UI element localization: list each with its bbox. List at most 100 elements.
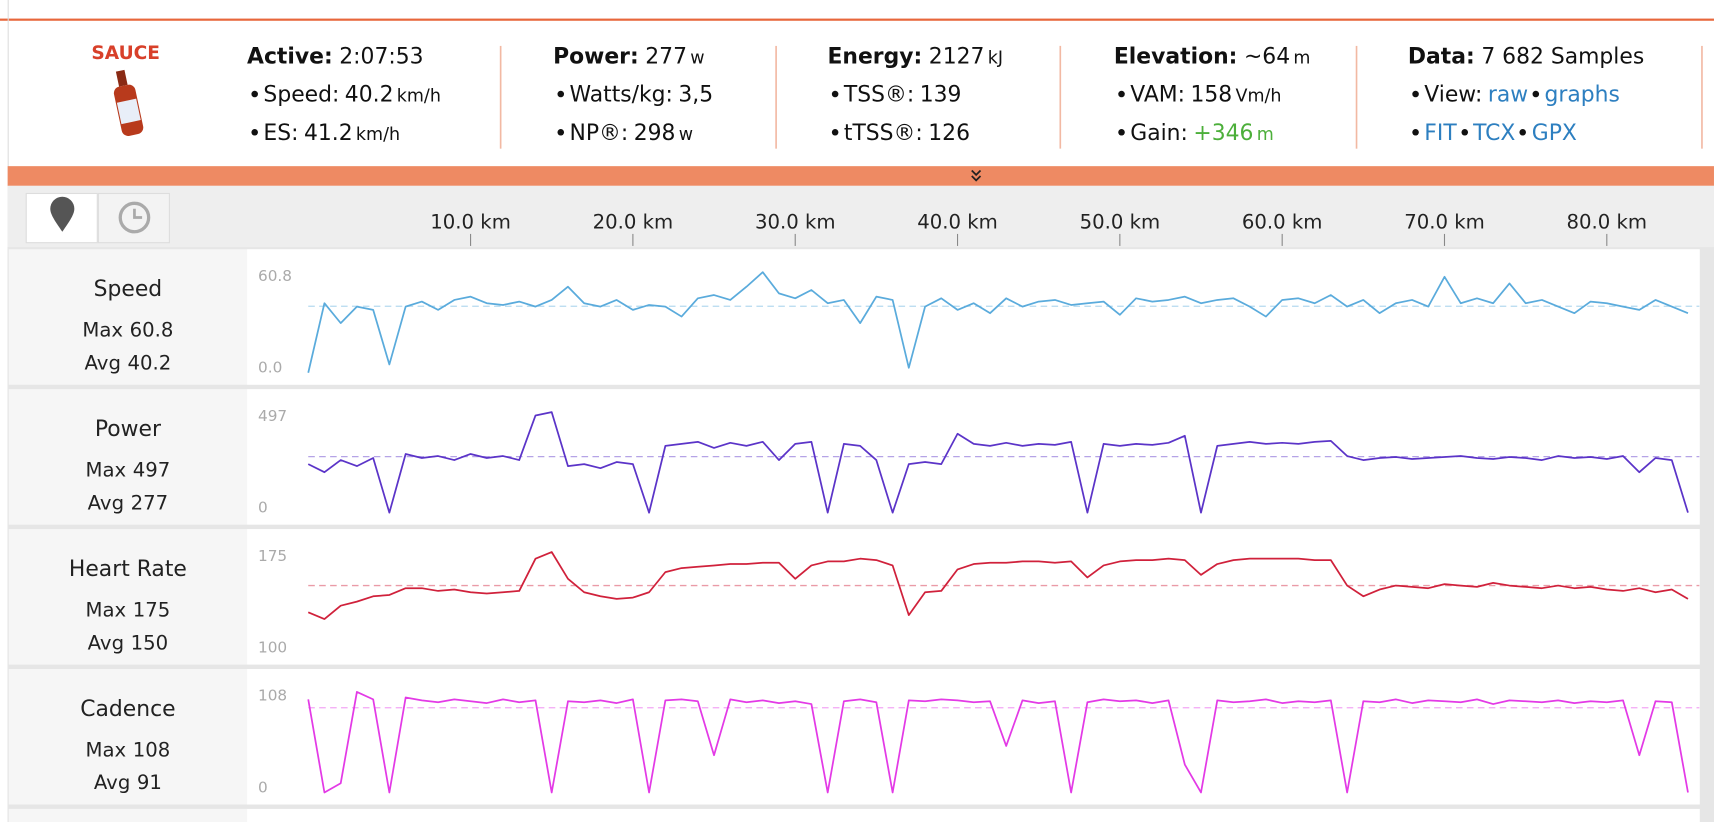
logo-text: SAUCE xyxy=(91,43,160,64)
link[interactable]: FIT xyxy=(1424,119,1457,146)
max-label: Max xyxy=(86,599,127,622)
bullet xyxy=(1118,128,1125,136)
bullet xyxy=(251,128,258,136)
toolbar xyxy=(7,185,1714,248)
x-tick-label: 40.0 km xyxy=(917,210,998,233)
stat-item: ES: 41.2 km/h xyxy=(247,114,441,152)
link[interactable]: TCX xyxy=(1473,119,1516,146)
y-tick-label: 60.8 xyxy=(258,267,292,285)
chart-title: Power xyxy=(95,417,161,442)
plot-panel xyxy=(247,668,1700,805)
stat-unit: w xyxy=(690,47,705,68)
item-value: 3,5 xyxy=(678,80,714,108)
link[interactable]: graphs xyxy=(1544,80,1620,108)
top-rule xyxy=(0,18,1714,21)
item-value: 40.2 xyxy=(344,80,394,108)
x-tick-label: 30.0 km xyxy=(755,210,836,233)
logo: SAUCE xyxy=(91,43,160,136)
item-value: 158 xyxy=(1190,80,1233,108)
item-label: ES: xyxy=(263,119,299,146)
label-panel xyxy=(8,389,248,525)
stat-item: VAM: 158 Vm/h xyxy=(1114,75,1311,113)
collapse-bar[interactable] xyxy=(7,166,1714,186)
series-line xyxy=(307,551,1689,620)
link[interactable]: raw xyxy=(1487,80,1529,108)
avg-stat: Avg 40.2 xyxy=(85,351,172,374)
stat-title: Power: 277 w xyxy=(553,37,713,75)
item-unit: km/h xyxy=(355,123,401,145)
item-unit: m xyxy=(1256,123,1274,145)
item-value: 139 xyxy=(919,80,962,108)
max-label: Max xyxy=(86,738,127,761)
item-label: tTSS®: xyxy=(843,119,923,146)
stat-item: Gain: +346 m xyxy=(1114,114,1311,152)
item-value: 298 xyxy=(633,119,676,146)
stat-title: Energy: 2127 kJ xyxy=(827,37,1003,75)
expand-chevron[interactable] xyxy=(971,169,982,182)
stat-unit: kJ xyxy=(987,47,1004,68)
avg-value: 277 xyxy=(131,491,169,514)
clock-hands xyxy=(133,208,143,219)
avg-stat: Avg 91 xyxy=(94,771,162,794)
series-line xyxy=(307,691,1689,794)
bullet xyxy=(557,128,565,136)
bullet xyxy=(557,90,565,98)
avg-label: Avg xyxy=(88,631,124,654)
item-label: TSS®: xyxy=(843,80,915,108)
link[interactable]: GPX xyxy=(1531,119,1577,146)
label-panel xyxy=(8,529,248,665)
stat-column: Data: 7 682 Samples View: raw graphs FIT TCX GP… xyxy=(1408,37,1644,152)
avg-label: Avg xyxy=(85,351,121,374)
item-value: 126 xyxy=(928,119,970,146)
series-line xyxy=(307,411,1689,514)
max-stat: Max 108 xyxy=(86,738,171,761)
stat-item: View: raw graphs xyxy=(1408,75,1644,113)
y-tick-label: 0 xyxy=(258,778,268,796)
bullet xyxy=(831,90,839,98)
stat-title: Data: 7 682 Samples xyxy=(1408,37,1644,75)
next-row xyxy=(8,808,248,822)
stat-label: Power: xyxy=(553,42,639,69)
label-panel xyxy=(8,668,248,805)
max-value: 497 xyxy=(133,459,171,482)
x-tick-label: 80.0 km xyxy=(1567,210,1648,233)
stat-column: Elevation: ~64 m VAM: 158 Vm/h Gain: +346 m xyxy=(1114,37,1311,152)
bullet xyxy=(1519,128,1527,136)
item-unit: km/h xyxy=(396,85,441,107)
bullet xyxy=(1412,128,1419,136)
bullet xyxy=(1532,90,1540,98)
item-value: 41.2 xyxy=(303,119,353,146)
stat-value: 277 xyxy=(645,42,688,69)
clock-icon xyxy=(118,201,151,234)
avg-value: 40.2 xyxy=(127,351,171,374)
stat-column: Power: 277 w Watts/kg: 3,5 NP®: 298 w xyxy=(553,37,713,152)
item-label: View: xyxy=(1424,80,1483,108)
avg-stat: Avg 150 xyxy=(88,631,168,654)
avg-value: 150 xyxy=(131,631,169,654)
avg-label: Avg xyxy=(94,771,130,794)
x-tick-label: 60.0 km xyxy=(1242,210,1323,233)
avg-label: Avg xyxy=(88,491,124,514)
max-value: 175 xyxy=(133,599,171,622)
stat-column: Energy: 2127 kJ TSS®: 139 tTSS®: 126 xyxy=(827,37,1003,152)
item-label: Gain: xyxy=(1130,119,1188,146)
chart-title: Heart Rate xyxy=(69,557,187,582)
label-panel xyxy=(8,249,248,385)
y-tick-label: 175 xyxy=(258,547,287,565)
stat-value: ~64 xyxy=(1243,42,1291,69)
stat-unit: m xyxy=(1293,47,1311,68)
x-tick-label: 20.0 km xyxy=(593,210,674,233)
stat-title: Elevation: ~64 m xyxy=(1114,37,1311,75)
y-tick-label: 497 xyxy=(258,407,287,425)
stat-item: tTSS®: 126 xyxy=(827,114,1003,152)
plot-panel xyxy=(247,249,1700,385)
x-tick-label: 50.0 km xyxy=(1080,210,1161,233)
y-tick-label: 0.0 xyxy=(258,359,282,377)
avg-stat: Avg 277 xyxy=(88,491,168,514)
stat-item: Watts/kg: 3,5 xyxy=(553,75,713,113)
y-tick-label: 100 xyxy=(258,639,287,657)
y-tick-label: 0 xyxy=(258,499,268,517)
max-stat: Max 60.8 xyxy=(82,319,173,342)
item-value: +346 xyxy=(1193,119,1254,146)
